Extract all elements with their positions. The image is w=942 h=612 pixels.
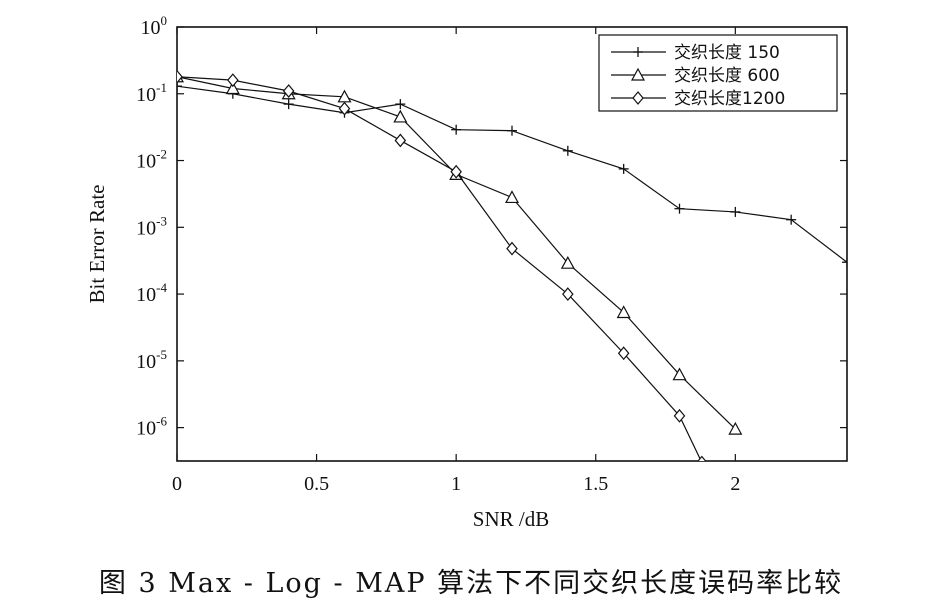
y-tick-label: 10-3 xyxy=(136,213,167,239)
legend-label: 交织长度 600 xyxy=(674,66,780,86)
series-line xyxy=(177,76,702,461)
series-point xyxy=(395,99,406,110)
series-point xyxy=(451,124,462,135)
series-point xyxy=(338,101,351,116)
legend-label: 交织长度1200 xyxy=(674,89,785,109)
series-point xyxy=(177,81,182,92)
series-point xyxy=(393,109,408,123)
series-point xyxy=(506,241,518,256)
x-tick-label: 2 xyxy=(730,473,740,495)
series-point xyxy=(616,305,631,319)
series-line xyxy=(177,85,847,263)
legend-marker xyxy=(632,91,644,105)
legend-marker xyxy=(630,67,646,81)
series-point xyxy=(562,287,574,302)
legend-marker xyxy=(633,47,643,57)
series-point xyxy=(617,346,630,361)
y-tick-label: 10-2 xyxy=(136,147,167,173)
plot-area xyxy=(176,26,848,462)
x-tick-label: 1.5 xyxy=(583,473,608,495)
series-layer xyxy=(177,69,847,461)
series-point xyxy=(697,455,707,461)
series-point xyxy=(674,203,685,214)
figure-caption: 图 3 Max - Log - MAP 算法下不同交织长度误码率比较 xyxy=(99,568,843,599)
series-point xyxy=(450,164,462,179)
series-point xyxy=(504,190,520,204)
x-axis-title: SNR /dB xyxy=(473,507,549,531)
series-point xyxy=(728,421,743,435)
series-point xyxy=(394,133,407,148)
y-tick-label: 10-4 xyxy=(136,280,167,306)
x-tick-label: 1 xyxy=(451,473,461,495)
x-tick-label: 0.5 xyxy=(304,473,329,495)
series-point xyxy=(562,145,573,156)
y-tick-label: 10-1 xyxy=(136,80,167,106)
series-point xyxy=(507,125,517,136)
series-point xyxy=(177,69,183,84)
legend: 交织长度 150 交织长度 600 交织长度1200 xyxy=(598,34,838,112)
series-point xyxy=(786,214,797,225)
series-point xyxy=(842,257,847,268)
x-tick-label: 0 xyxy=(172,473,182,495)
series-point xyxy=(225,81,240,95)
series-point xyxy=(283,99,294,110)
series-point xyxy=(282,84,295,98)
legend-label: 交织长度 150 xyxy=(674,43,780,63)
series-point xyxy=(227,73,239,88)
series-point xyxy=(673,408,686,423)
y-tick-label: 100 xyxy=(141,13,168,39)
y-tick-label: 10-6 xyxy=(136,414,167,440)
series-3 xyxy=(177,69,707,461)
series-point xyxy=(672,367,687,381)
series-point xyxy=(560,255,575,269)
y-axis-title: Bit Error Rate xyxy=(85,185,109,304)
x-axis-ticks: 0 0.5 1 1.5 2 xyxy=(172,27,740,495)
series-point xyxy=(618,163,629,174)
series-point xyxy=(730,206,741,217)
y-axis-ticks: 100 10-1 10-2 10-3 10-4 10-5 10-6 xyxy=(136,13,847,440)
y-tick-label: 10-5 xyxy=(136,347,167,373)
